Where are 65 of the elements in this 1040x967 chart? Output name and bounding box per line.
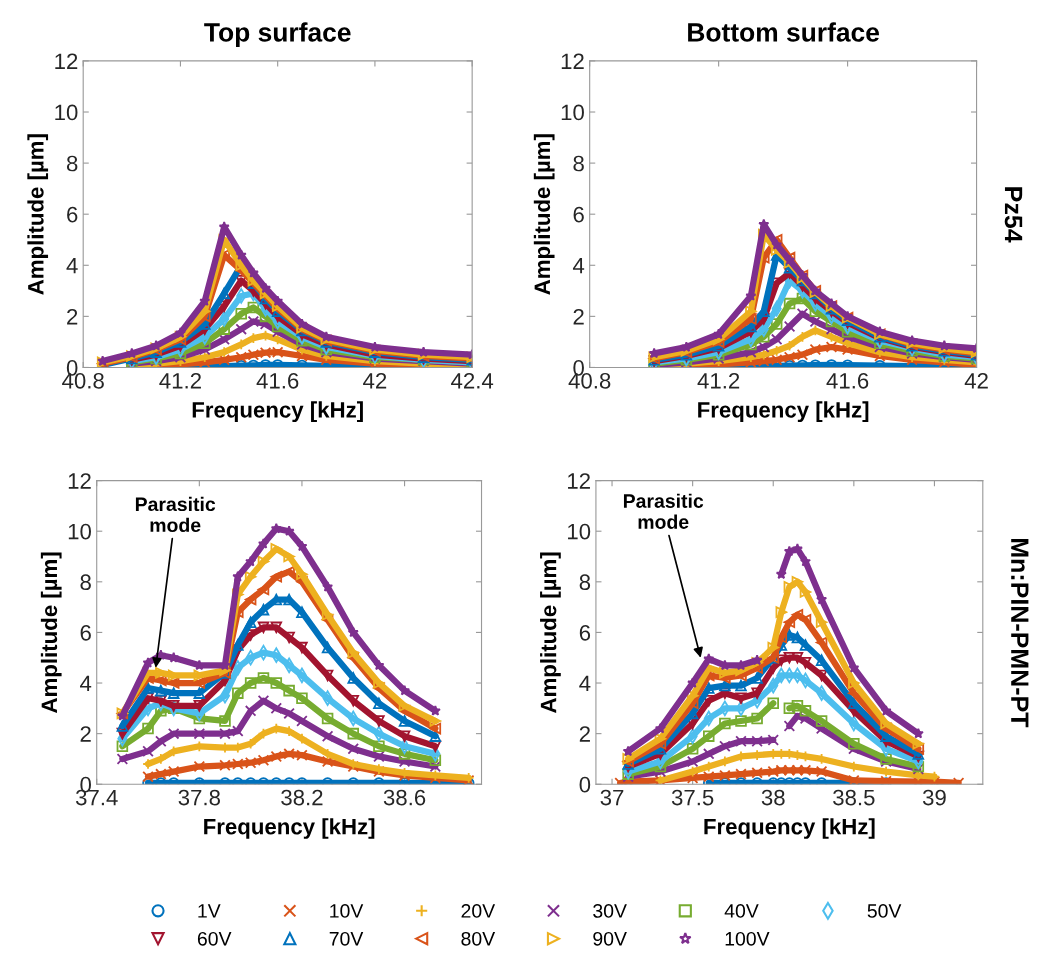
y-tick-label: 12 bbox=[568, 473, 590, 489]
annotation: Parasitic mode bbox=[623, 493, 704, 529]
y-tick-label: 6 bbox=[67, 206, 78, 223]
legend-label: 50V bbox=[867, 904, 902, 918]
text: Pz54 bbox=[1004, 187, 1023, 243]
y-tick-label: 4 bbox=[66, 258, 78, 274]
text: Mn:PIN-PMN-PT bbox=[1011, 538, 1029, 728]
y-tick-label: 0 bbox=[579, 776, 591, 793]
x-tick-label: 41.6 bbox=[826, 372, 869, 389]
legend-label: 10V bbox=[330, 904, 364, 918]
legend-label: 90V bbox=[593, 931, 627, 946]
y-tick-label: 10 bbox=[68, 523, 91, 540]
y-tick-label: 6 bbox=[579, 624, 591, 641]
y-tick-label: 8 bbox=[573, 155, 584, 172]
x-tick-label: 39 bbox=[922, 789, 946, 806]
x-tick-label: 41.6 bbox=[256, 372, 299, 389]
y-tick-label: 8 bbox=[66, 155, 78, 172]
y-tick-label: 4 bbox=[579, 675, 591, 692]
y-tick-label: 10 bbox=[568, 523, 591, 540]
y-tick-label: 2 bbox=[80, 726, 91, 742]
x-tick-label: 42.4 bbox=[451, 372, 494, 389]
x-tick-label: 41.2 bbox=[697, 372, 740, 389]
y-tick-label: 4 bbox=[80, 675, 92, 692]
y-axis-title: Amplitude [µm] bbox=[540, 552, 561, 713]
legend-label: 100V bbox=[725, 931, 770, 946]
y-axis-title: Amplitude [µm] bbox=[27, 134, 49, 295]
x-tick-label: 38 bbox=[761, 789, 785, 806]
y-tick-label: 6 bbox=[80, 624, 91, 641]
x-tick-label: 37 bbox=[600, 789, 624, 806]
y-axis-title: Amplitude [µm] bbox=[533, 134, 555, 295]
chart-title: Bottom surface bbox=[688, 22, 879, 42]
annotation: Parasitic mode bbox=[135, 496, 216, 533]
x-tick-label: 42 bbox=[363, 372, 387, 389]
y-tick-label: 8 bbox=[80, 574, 91, 591]
y-tick-label: 4 bbox=[572, 258, 585, 274]
legend-label: 1V bbox=[198, 904, 221, 918]
x-tick-label: 37.8 bbox=[178, 789, 220, 806]
y-tick-label: 6 bbox=[573, 206, 584, 223]
y-tick-label: 10 bbox=[55, 104, 78, 121]
y-axis-title: Amplitude [µm] bbox=[40, 552, 62, 713]
x-tick-label: 42 bbox=[964, 372, 988, 389]
x-tick-label: 37.5 bbox=[671, 789, 714, 806]
legend-label: 30V bbox=[593, 904, 627, 918]
legend-label: 80V bbox=[461, 931, 496, 946]
y-tick-label: 12 bbox=[68, 473, 91, 489]
x-axis-title: Frequency [kHz] bbox=[704, 818, 875, 839]
y-tick-label: 12 bbox=[561, 53, 584, 69]
y-tick-label: 2 bbox=[579, 726, 590, 742]
y-tick-label: 2 bbox=[67, 308, 78, 325]
x-axis-title: Frequency [kHz] bbox=[192, 401, 363, 423]
x-tick-label: 38.2 bbox=[281, 789, 323, 806]
x-tick-label: 41.2 bbox=[159, 372, 201, 389]
x-axis-title: Frequency [kHz] bbox=[698, 401, 869, 423]
x-tick-label: 38.6 bbox=[383, 789, 426, 806]
y-tick-label: 12 bbox=[55, 53, 78, 69]
x-axis-title: Frequency [kHz] bbox=[204, 818, 375, 839]
x-tick-label: 38.5 bbox=[833, 789, 875, 806]
legend-label: 60V bbox=[197, 931, 232, 946]
y-tick-label: 10 bbox=[561, 104, 584, 121]
legend-label: 20V bbox=[461, 904, 496, 918]
y-tick-label: 2 bbox=[573, 308, 584, 325]
legend-label: 40V bbox=[724, 904, 759, 918]
chart-title: Top surface bbox=[204, 22, 351, 47]
legend-label: 70V bbox=[329, 931, 364, 946]
y-tick-label: 8 bbox=[579, 574, 591, 591]
